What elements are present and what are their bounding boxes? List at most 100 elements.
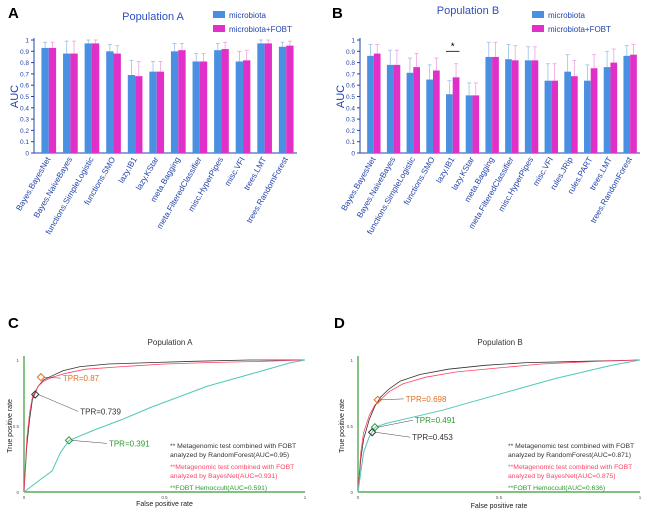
bar-microbiota: [544, 80, 552, 153]
y-tick-label: 0.2: [346, 128, 355, 135]
chart-title: Population A: [122, 11, 184, 23]
bar-microbiota-fobt: [135, 76, 143, 153]
legend-label: microbiota+FOBT: [548, 25, 611, 34]
significance-star: *: [451, 41, 455, 52]
chart-title: Population B: [437, 5, 499, 17]
annotation-line: ** Metagenomic test combined with FOBT: [508, 443, 634, 450]
y-tick-label: 0.5: [13, 424, 20, 429]
legend-swatch: [532, 25, 544, 32]
panel-a: A Population A 0 0.1 0.2 0.3 0.4 0.5 0.6 0.7 0.8 0.…: [8, 5, 297, 236]
legend-label: microbiota: [229, 11, 266, 20]
bar-microbiota-fobt: [590, 68, 598, 153]
bar-microbiota-fobt: [452, 77, 460, 153]
legend-swatch: [213, 25, 225, 32]
panel-letter: C: [8, 315, 19, 332]
panel-d: D Population B 0 0.5 1 0 0.5 1 True positive rat…: [334, 315, 642, 510]
legend-label: microbiota: [548, 11, 585, 20]
bar-microbiota-fobt: [571, 76, 578, 153]
y-tick-label: 0.2: [20, 128, 29, 135]
bar-microbiota-fobt: [472, 95, 480, 153]
tpr-label: TPR=0.698: [406, 395, 447, 404]
bar-microbiota: [465, 95, 473, 153]
annotation-line: analyzed by BayesNet(AUC=0.931): [170, 473, 278, 480]
bar-microbiota: [149, 71, 157, 153]
annotation-line: **Metagenomic test combined with FOBT: [170, 464, 294, 471]
roc-curve-bayesnet: [357, 359, 641, 493]
y-tick-label: 0.9: [346, 49, 355, 56]
annotation-line: analyzed by RandomForest(AUC=0.871): [508, 452, 631, 459]
tpr-callout-line: [377, 419, 413, 428]
annotation-line: analyzed by RandomForest(AUC=0.95): [170, 452, 289, 459]
annotation-line: **FOBT Hemoccult(AUC=0.591): [170, 485, 267, 492]
bar-microbiota-fobt: [178, 50, 186, 153]
chart-title: Population A: [148, 338, 194, 347]
legend-label: microbiota+FOBT: [229, 25, 292, 34]
bar-microbiota-fobt: [393, 64, 401, 153]
tpr-label: TPR=0.391: [109, 439, 150, 448]
bar-microbiota: [235, 61, 244, 153]
tpr-callout-line: [380, 398, 404, 401]
y-tick-label: 1: [351, 38, 355, 45]
panel-letter: A: [8, 5, 19, 22]
y-tick-label: 0.7: [346, 71, 355, 78]
y-tick-label: 0.5: [346, 94, 355, 101]
bar-microbiota: [63, 53, 71, 154]
bar-microbiota: [214, 50, 222, 153]
y-tick-label: 0: [16, 490, 19, 495]
bar-microbiota: [564, 71, 571, 153]
y-tick-label: 0.5: [20, 94, 29, 101]
y-tick-label: 0.7: [20, 71, 29, 78]
y-tick-label: 1: [16, 358, 19, 363]
tpr-marker: [370, 422, 380, 432]
bar-microbiota-fobt: [156, 71, 165, 153]
panel-c: C Population A 0 0.5 1 0 0.5 1 True positive rat…: [7, 315, 307, 508]
panel-letter: B: [332, 5, 343, 22]
bar-microbiota-fobt: [511, 60, 519, 154]
bar-microbiota-fobt: [373, 53, 381, 154]
y-tick-label: 0.3: [346, 117, 355, 124]
bar-microbiota-fobt: [286, 45, 294, 153]
category-label: misc.VFI: [223, 156, 247, 188]
y-tick-label: 0.5: [347, 424, 354, 429]
bar-microbiota-fobt: [48, 47, 57, 153]
bar-microbiota-fobt: [630, 54, 637, 153]
bar-microbiota-fobt: [531, 60, 539, 154]
bar-microbiota: [278, 46, 287, 153]
bar-microbiota: [623, 55, 631, 153]
x-tick-label: 0.5: [496, 495, 503, 500]
tpr-callout-line: [71, 440, 107, 444]
panel-letter: D: [334, 315, 345, 332]
bar-microbiota: [446, 94, 453, 153]
y-tick-label: 0.1: [346, 139, 355, 146]
legend-swatch: [213, 11, 225, 18]
y-tick-label: 0.9: [20, 49, 29, 56]
y-axis-label: AUC: [9, 85, 21, 108]
y-tick-label: 0.3: [20, 117, 29, 124]
category-label: lazy.IB1: [117, 155, 139, 185]
bar-microbiota-fobt: [243, 60, 251, 154]
bar-microbiota-fobt: [610, 62, 618, 153]
tpr-label: TPR=0.491: [415, 416, 456, 425]
y-tick-label: 0.8: [20, 60, 29, 67]
bar-microbiota-fobt: [221, 49, 229, 153]
bar-microbiota: [106, 51, 114, 153]
annotation-line: analyzed by BayesNet(AUC=0.875): [508, 473, 616, 480]
y-axis-label: AUC: [335, 85, 347, 108]
y-tick-label: 0: [351, 151, 355, 158]
roc-curve-fobt-hemoccult: [357, 359, 641, 493]
y-axis-label: True positive rate: [7, 399, 14, 453]
tpr-callout-line: [375, 431, 411, 438]
bar-microbiota: [386, 64, 394, 153]
bar-microbiota-fobt: [91, 43, 100, 153]
tpr-callout-line: [43, 376, 61, 379]
tpr-marker: [36, 372, 46, 382]
bar-microbiota: [367, 55, 374, 153]
y-tick-label: 0.6: [20, 83, 29, 90]
bar-microbiota: [192, 61, 200, 153]
bar-microbiota: [485, 56, 493, 154]
tpr-marker: [30, 390, 40, 399]
category-label: trees.RandomForest: [245, 155, 290, 225]
x-axis-label: False positive rate: [136, 501, 193, 508]
x-tick-label: 0: [23, 495, 26, 500]
y-tick-label: 0.1: [20, 139, 29, 146]
